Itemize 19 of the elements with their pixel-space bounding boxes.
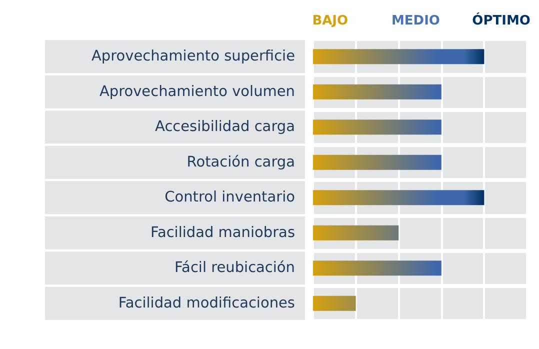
bar — [313, 296, 356, 311]
text: MEDIO — [391, 14, 440, 28]
bar — [313, 260, 442, 276]
y-tick-label: Facilidad modificaciones — [118, 295, 295, 312]
y-tick-label: Fácil reubicación — [174, 260, 295, 276]
bar — [313, 225, 399, 240]
y-tick-label: Aprovechamiento volumen — [99, 84, 295, 100]
y-tick-label: Aprovechamiento superficie — [91, 48, 296, 65]
bar — [313, 84, 442, 100]
bar — [313, 190, 484, 206]
bar — [313, 154, 442, 170]
bar — [313, 49, 484, 64]
y-tick-label: Facilidad maniobras — [150, 224, 295, 241]
y-tick-label: Control inventario — [164, 190, 296, 206]
text: BAJO — [312, 14, 348, 28]
text: ÓPTIMO — [472, 12, 530, 28]
y-tick-label: Accesibilidad carga — [155, 119, 295, 136]
y-tick-label: Rotación carga — [186, 154, 295, 170]
bar — [313, 120, 442, 135]
